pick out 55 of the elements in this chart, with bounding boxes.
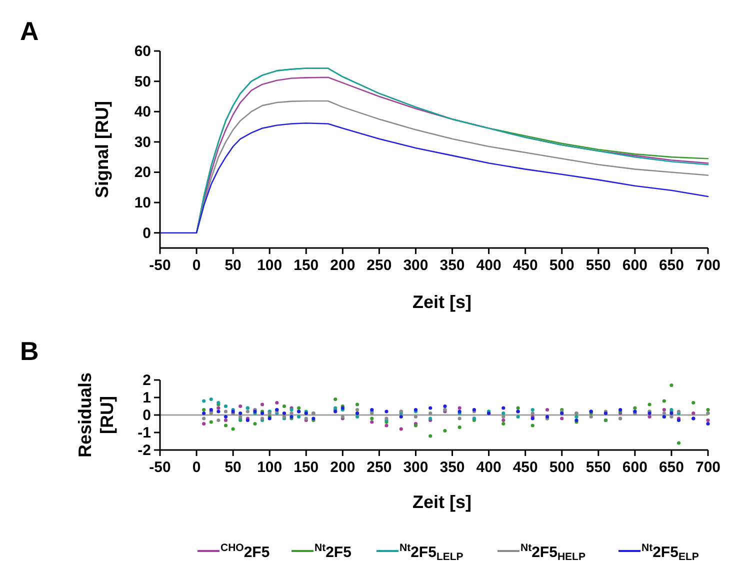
y-tick-label: -1 — [138, 424, 151, 442]
y-tick-label: 10 — [134, 194, 151, 212]
x-tick-label: 700 — [695, 459, 721, 476]
y-tick-label: 50 — [134, 73, 151, 90]
x-tick-label: 550 — [586, 257, 611, 274]
x-tick-label: 200 — [330, 459, 356, 476]
chart-title: B — [20, 336, 39, 366]
x-tick-label: 100 — [257, 257, 282, 274]
x-tick-label: 300 — [403, 257, 428, 274]
x-tick-label: 500 — [549, 257, 574, 274]
x-tick-label: 650 — [658, 257, 684, 274]
x-tick-label: 250 — [366, 459, 392, 476]
x-axis-title: Zeit [s] — [412, 292, 472, 312]
x-tick-label: 0 — [192, 459, 201, 476]
y-tick-label: 0 — [142, 407, 151, 424]
x-tick-label: 500 — [549, 459, 574, 476]
x-tick-label: 350 — [440, 257, 465, 274]
x-tick-label: 0 — [192, 257, 201, 274]
x-tick-label: 300 — [403, 459, 428, 476]
legend-label: $^{Nt}$2F5$_{HELP}$ — [520, 542, 586, 563]
chart-title: A — [20, 16, 39, 46]
x-tick-label: 550 — [586, 459, 611, 476]
y-tick-label: 60 — [134, 43, 151, 60]
y-tick-label: 30 — [134, 134, 151, 151]
y-tick-label: 0 — [142, 224, 151, 242]
y-tick-label: -2 — [138, 442, 151, 459]
y-tick-label: 40 — [134, 104, 151, 121]
x-tick-label: 350 — [440, 459, 465, 476]
y-tick-label: 2 — [142, 372, 151, 389]
x-tick-label: 650 — [658, 459, 684, 476]
y-axis-title: Residuals [RU] — [75, 372, 117, 458]
x-tick-label: 450 — [512, 459, 538, 476]
x-tick-label: 600 — [622, 459, 648, 476]
x-tick-label: 400 — [476, 459, 502, 476]
x-tick-label: 200 — [330, 257, 356, 274]
x-tick-label: 50 — [224, 257, 242, 274]
x-tick-label: -50 — [149, 459, 171, 476]
x-tick-label: 100 — [257, 459, 282, 476]
x-tick-label: 50 — [224, 459, 242, 476]
legend-label: $^{CHO}$2F5 — [220, 542, 270, 561]
y-tick-label: 20 — [134, 164, 151, 182]
x-tick-label: 700 — [695, 257, 721, 274]
x-tick-label: 450 — [512, 257, 538, 274]
x-tick-label: 150 — [294, 257, 319, 274]
x-tick-label: 400 — [476, 257, 502, 274]
legend-label: $^{Nt}$2F5$_{LELP}$ — [400, 542, 464, 563]
x-axis-title: Zeit [s] — [412, 492, 472, 512]
x-tick-label: 600 — [622, 257, 648, 274]
x-tick-label: 150 — [294, 459, 319, 476]
x-tick-label: 250 — [366, 257, 392, 274]
x-tick-label: -50 — [149, 257, 171, 274]
y-tick-label: 1 — [142, 390, 151, 406]
legend-label: $^{Nt}$2F5$_{ELP}$ — [642, 542, 699, 563]
legend-label: $^{Nt}$2F5 — [314, 542, 352, 561]
y-axis-title: Signal [RU] — [92, 101, 112, 198]
